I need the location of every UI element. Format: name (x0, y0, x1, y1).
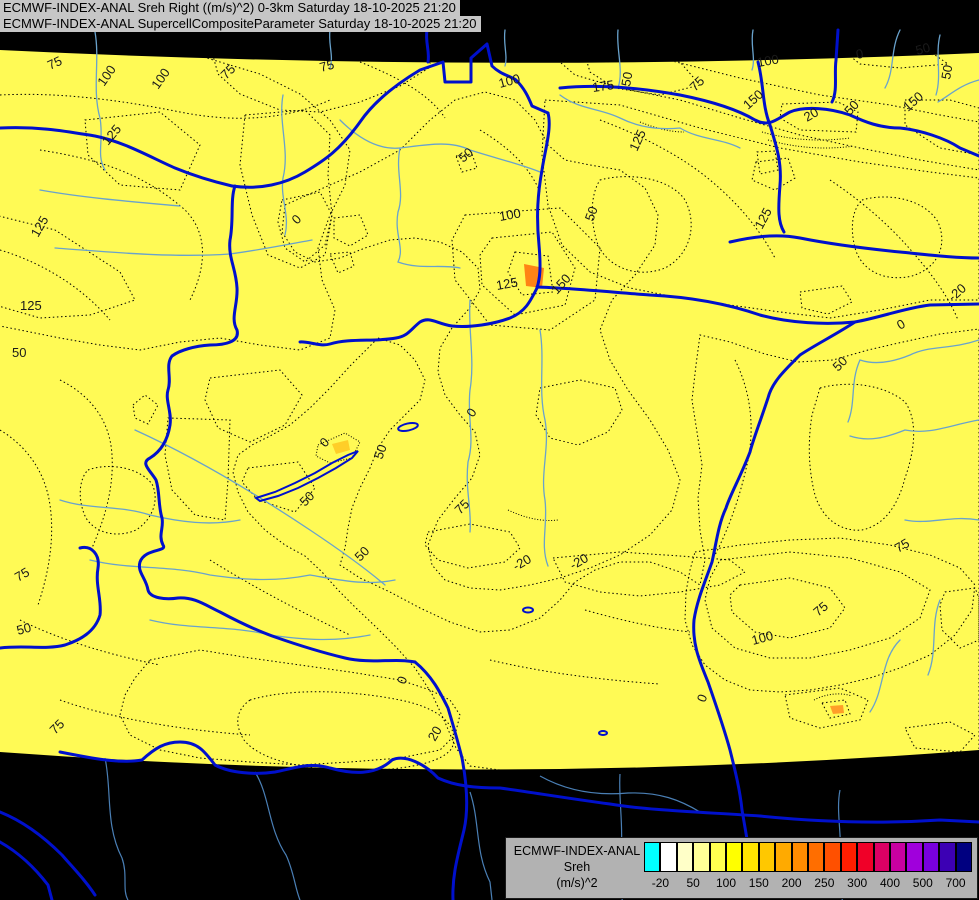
legend-swatch (873, 842, 890, 872)
legend-swatch (922, 842, 940, 872)
contour-label: 100 (750, 628, 775, 648)
contour-label: 125 (20, 298, 42, 313)
legend-swatch (775, 842, 792, 872)
legend-swatch (890, 842, 907, 872)
legend-tick: 150 (748, 876, 769, 890)
legend-tick: 100 (715, 876, 737, 890)
legend-swatch (857, 842, 874, 872)
contour-label: 0 (394, 674, 411, 686)
stream-network (39, 29, 979, 713)
contour-label: 50 (371, 442, 390, 461)
legend-swatch (824, 842, 841, 872)
map-title-line2: ECMWF-INDEX-ANAL SupercellCompositeParam… (0, 16, 481, 32)
sreh-fill-regions (0, 50, 979, 770)
contour-label: 0 (855, 46, 865, 62)
legend-swatch (676, 842, 694, 872)
legend-swatch (726, 842, 743, 872)
legend-swatch (791, 842, 808, 872)
lakes (253, 421, 608, 736)
legend-swatch (840, 842, 858, 872)
map-title-line1: ECMWF-INDEX-ANAL Sreh Right ((m/s)^2) 0-… (0, 0, 460, 16)
legend-tick: 400 (879, 876, 901, 890)
contour-label: 125 (495, 274, 519, 293)
small-lake (522, 606, 534, 614)
contour-label: 100 (498, 205, 522, 224)
legend-parameter-label: Sreh (563, 860, 591, 874)
contour-label: 50 (914, 40, 932, 58)
legend-tick: 300 (847, 876, 868, 890)
legend-tick: 500 (912, 876, 933, 890)
legend-tick: 200 (781, 876, 802, 890)
legend-tick: 50 (686, 876, 700, 890)
legend-tick: 700 (945, 876, 966, 890)
legend-swatch (955, 842, 972, 872)
legend-swatch (939, 842, 956, 872)
contour-label: 75 (45, 53, 64, 73)
contour-label: 20 (801, 104, 821, 124)
color-scale-legend: ECMWF-INDEX-ANAL Sreh (m/s)^2 -20 50 100 15… (505, 837, 978, 899)
legend-swatch (660, 842, 677, 872)
contour-label: 50 (938, 64, 955, 81)
legend-tick: 250 (814, 876, 835, 890)
major-rivers (0, 28, 979, 900)
contour-label: 75 (12, 564, 32, 584)
contour-label: 50 (12, 345, 26, 360)
legend-swatch (758, 842, 776, 872)
lake-balaton-outline (253, 450, 359, 503)
legend-swatch (808, 842, 825, 872)
legend-swatch (742, 842, 759, 872)
contour-label: 100 (497, 71, 522, 91)
contour-label: 75 (318, 57, 336, 75)
contour-label: 50 (618, 71, 635, 88)
legend-swatch (644, 842, 661, 872)
contour-label: 100 (756, 51, 780, 70)
contour-label: 50 (582, 204, 601, 223)
legend-model-label: ECMWF-INDEX-ANAL (513, 844, 641, 858)
lake-velence-outline (397, 421, 419, 433)
legend-swatch (693, 842, 710, 872)
small-lake (598, 730, 608, 736)
contour-label: 0 (694, 692, 711, 704)
legend-swatch (906, 842, 923, 872)
legend-meta: ECMWF-INDEX-ANAL Sreh (m/s)^2 (512, 843, 642, 891)
legend-units-label: (m/s)^2 (556, 876, 598, 890)
contour-label: 50 (15, 620, 33, 638)
legend-tick: -20 (651, 876, 670, 890)
contour-label: 75 (892, 535, 912, 555)
contour-label: 20 (425, 723, 445, 743)
legend-swatch (709, 842, 726, 872)
contour-label: 175 (591, 77, 615, 95)
